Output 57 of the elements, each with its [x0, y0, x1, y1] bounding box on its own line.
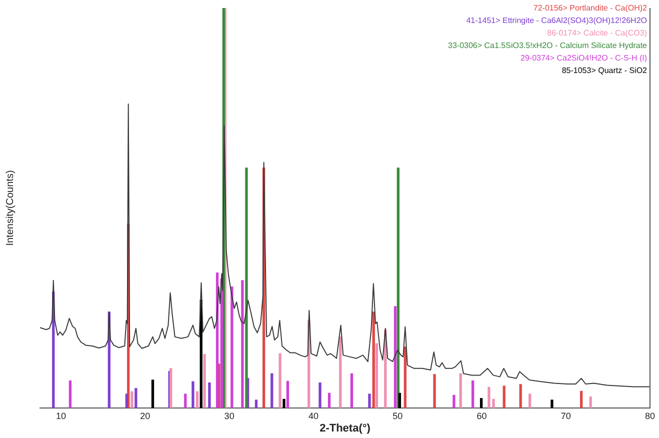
- bar: [368, 394, 371, 408]
- bar: [125, 394, 128, 408]
- x-tick-label: 30: [224, 410, 234, 421]
- bar: [192, 381, 194, 408]
- bar: [208, 382, 211, 408]
- x-tick-label: 40: [308, 410, 318, 421]
- bar: [245, 168, 248, 408]
- bar: [396, 168, 400, 408]
- x-tick-label: 10: [56, 410, 66, 421]
- bar: [130, 391, 134, 408]
- text: 86-0174> Calcite - Ca(CO3): [547, 28, 648, 38]
- x-tick-label: 80: [644, 410, 656, 421]
- y-axis-title: Intensity(Counts): [4, 170, 16, 246]
- x-tick-label: 70: [560, 410, 571, 421]
- bar: [170, 368, 172, 408]
- bar: [580, 390, 583, 408]
- bar: [184, 394, 187, 408]
- bar: [398, 392, 402, 408]
- bar: [502, 386, 506, 408]
- bar: [471, 380, 474, 408]
- bar: [404, 346, 406, 408]
- bar: [528, 394, 532, 408]
- bar: [589, 396, 592, 408]
- bar: [433, 374, 436, 408]
- bar: [151, 380, 154, 408]
- bar: [282, 398, 286, 408]
- bar: [203, 354, 206, 408]
- bar: [339, 336, 342, 408]
- bar: [254, 400, 258, 408]
- x-axis-title: 2-Theta(°): [320, 422, 371, 434]
- text: 41-1451> Ettringite - Ca6Al2(SO4)3(OH)12!26H2O: [466, 16, 647, 25]
- text: 29-0374> Ca2SiO4!H2O - C-S-H (I): [520, 53, 648, 62]
- bar: [230, 286, 234, 408]
- bar: [278, 353, 282, 408]
- bar: [452, 394, 456, 408]
- text: 33-0306> Ca1.5SiO3.5!xH2O - Calcium Silicate Hydrate: [448, 40, 648, 50]
- text: 72-0156> Portlandite - Ca(OH)2: [533, 3, 648, 12]
- text: 85-1053> Quartz - SiO2: [562, 66, 648, 75]
- bar: [241, 280, 244, 408]
- bar: [270, 373, 274, 408]
- bar: [134, 388, 138, 408]
- bar: [394, 306, 397, 408]
- bar: [459, 373, 462, 408]
- bar: [196, 391, 199, 408]
- bar: [480, 398, 483, 408]
- bar: [68, 380, 72, 408]
- bar: [328, 392, 331, 408]
- bar: [318, 382, 322, 408]
- bar: [372, 312, 375, 408]
- bar: [350, 373, 354, 408]
- x-tick-label: 20: [140, 410, 150, 421]
- bar: [375, 343, 378, 408]
- bar: [550, 400, 554, 408]
- bar: [286, 380, 290, 408]
- x-tick-label: 60: [476, 410, 487, 421]
- bar: [519, 384, 522, 408]
- x-tick-label: 50: [392, 410, 403, 421]
